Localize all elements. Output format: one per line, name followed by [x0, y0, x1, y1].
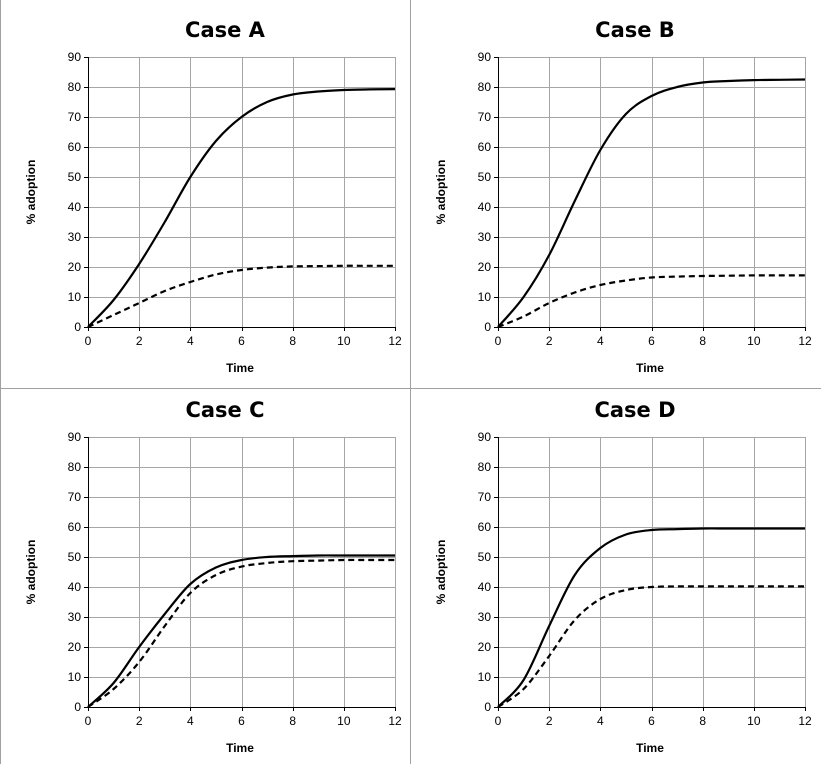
y-tick-label: 80 [478, 80, 492, 94]
x-tick-label: 0 [85, 334, 92, 348]
y-axis-label: % adoption [434, 160, 448, 225]
x-tick-label: 6 [648, 714, 655, 728]
x-tick-label: 8 [289, 714, 296, 728]
chart-title: Case B [595, 18, 675, 42]
y-tick-label: 10 [68, 290, 82, 304]
y-tick-label: 90 [68, 50, 82, 64]
chart-panel-case-c: Case C Time % adoption 01020304050607080… [24, 398, 402, 755]
y-tick-label: 50 [68, 170, 82, 184]
y-axis-label: % adoption [24, 540, 38, 605]
x-tick-label: 0 [85, 714, 92, 728]
x-tick-label: 12 [388, 334, 402, 348]
y-tick-label: 0 [484, 320, 491, 334]
x-tick-label: 8 [699, 714, 706, 728]
x-tick-label: 10 [747, 334, 761, 348]
y-tick-label: 70 [68, 110, 82, 124]
x-axis-label: Time [226, 361, 254, 375]
x-tick-label: 12 [388, 714, 402, 728]
x-tick-label: 6 [238, 334, 245, 348]
series-line-dashed [87, 558, 395, 708]
y-tick-label: 40 [478, 200, 492, 214]
y-tick-label: 20 [478, 640, 492, 654]
y-tick-label: 0 [484, 700, 491, 714]
y-tick-label: 70 [478, 490, 492, 504]
x-tick-label: 6 [238, 714, 245, 728]
x-tick-label: 8 [699, 334, 706, 348]
y-tick-label: 60 [68, 140, 82, 154]
y-tick-label: 30 [68, 610, 82, 624]
x-tick-label: 4 [597, 334, 604, 348]
series-line-dashed [497, 274, 805, 329]
y-tick-label: 40 [68, 580, 82, 594]
y-tick-label: 90 [478, 50, 492, 64]
plot-area: 0 10 20 30 40 50 60 70 80 90 0 2 4 6 8 10 12 [68, 430, 402, 728]
y-tick-label: 10 [68, 670, 82, 684]
series-line-solid [87, 554, 395, 708]
y-tick-label: 90 [68, 430, 82, 444]
y-tick-label: 30 [68, 230, 82, 244]
chart-title: Case C [185, 398, 264, 422]
y-tick-label: 60 [68, 520, 82, 534]
x-tick-label: 2 [546, 334, 553, 348]
x-axis-label: Time [636, 741, 664, 755]
x-axis-label: Time [226, 741, 254, 755]
y-tick-label: 40 [68, 200, 82, 214]
y-tick-label: 80 [68, 80, 82, 94]
y-tick-label: 80 [478, 460, 492, 474]
chart-panel-case-b: Case B Time % adoption 01020304050607080… [434, 18, 812, 375]
x-tick-label: 4 [187, 334, 194, 348]
chart-title: Case A [185, 18, 266, 42]
y-tick-label: 20 [68, 640, 82, 654]
y-tick-label: 10 [478, 670, 492, 684]
chart-panel-case-a: Case A Time % adoption 01020304050607080… [24, 18, 402, 375]
series-line-dashed [497, 585, 805, 708]
x-tick-label: 2 [546, 714, 553, 728]
chart-title: Case D [594, 398, 675, 422]
x-tick-label: 10 [747, 714, 761, 728]
y-axis-label: % adoption [24, 160, 38, 225]
y-tick-label: 50 [478, 550, 492, 564]
y-tick-label: 40 [478, 580, 492, 594]
y-tick-label: 30 [478, 610, 492, 624]
x-tick-label: 2 [136, 714, 143, 728]
x-tick-label: 0 [495, 714, 502, 728]
y-tick-label: 90 [478, 430, 492, 444]
x-tick-label: 2 [136, 334, 143, 348]
x-tick-label: 10 [337, 714, 351, 728]
y-tick-label: 10 [478, 290, 492, 304]
y-axis-label: % adoption [434, 540, 448, 605]
plot-area: 0 10 20 30 40 50 60 70 80 90 0 2 4 6 8 10 12 [68, 50, 402, 348]
x-tick-label: 4 [597, 714, 604, 728]
x-tick-label: 10 [337, 334, 351, 348]
series-line-solid [497, 78, 806, 328]
x-tick-label: 12 [798, 714, 812, 728]
y-tick-label: 60 [478, 140, 492, 154]
y-tick-label: 0 [74, 320, 81, 334]
x-axis-label: Time [636, 361, 664, 375]
plot-area: 0 10 20 30 40 50 60 70 80 90 0 2 4 6 8 10 12 [478, 50, 812, 348]
chart-panel-case-d: Case D Time % adoption 01020304050607080… [434, 398, 812, 755]
series-line-solid [87, 88, 396, 328]
x-tick-label: 4 [187, 714, 194, 728]
y-tick-label: 20 [68, 260, 82, 274]
y-tick-label: 0 [74, 700, 81, 714]
y-tick-label: 80 [68, 460, 82, 474]
y-tick-label: 50 [478, 170, 492, 184]
x-tick-label: 0 [495, 334, 502, 348]
x-tick-label: 8 [289, 334, 296, 348]
y-tick-label: 70 [68, 490, 82, 504]
series-line-solid [497, 527, 805, 708]
y-tick-label: 60 [478, 520, 492, 534]
y-tick-label: 30 [478, 230, 492, 244]
plot-area: 0 10 20 30 40 50 60 70 80 90 0 2 4 6 8 10 12 [478, 430, 812, 728]
x-tick-label: 12 [798, 334, 812, 348]
y-tick-label: 70 [478, 110, 492, 124]
series-line-dashed [87, 264, 395, 328]
y-tick-label: 20 [478, 260, 492, 274]
x-tick-label: 6 [648, 334, 655, 348]
y-tick-label: 50 [68, 550, 82, 564]
